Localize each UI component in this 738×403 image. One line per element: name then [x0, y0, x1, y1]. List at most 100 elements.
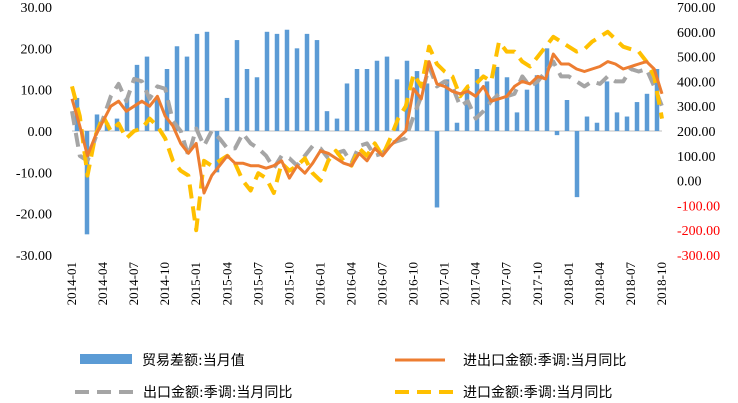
line-import-yoy: [70, 29, 664, 233]
y-right-tick-label: 500.00: [677, 51, 716, 66]
bar-trade-balance: [174, 46, 180, 132]
bar-trade-balance: [344, 83, 350, 131]
y-right-tick-label: 200.00: [677, 125, 716, 140]
x-tick-label: 2017-01: [437, 262, 452, 305]
legend-item-trade-balance: 贸易差额:当月值: [80, 353, 245, 369]
y-left-tick-label: -30.00: [16, 249, 52, 264]
y-right-tick-label: 100.00: [677, 150, 716, 165]
bar-trade-balance: [334, 118, 340, 131]
x-tick-label: 2014-07: [126, 262, 141, 306]
y-left-tick-label: 0.00: [28, 125, 53, 140]
bar-trade-balance: [644, 93, 650, 131]
legend-swatch: [80, 354, 132, 364]
line-export-yoy: [70, 59, 664, 171]
x-tick-label: 2014-01: [64, 262, 79, 305]
x-tick-label: 2017-07: [499, 262, 514, 306]
bar-trade-balance: [554, 131, 560, 136]
ticks-layer: 30.00 20.00 10.00 0.00 -10.00 -20.00 -30.00 700…: [16, 1, 720, 305]
bar-trade-balance: [524, 89, 530, 131]
x-tick-label: 2014-10: [157, 262, 172, 305]
bar-trade-balance: [124, 97, 130, 131]
x-tick-label: 2016-01: [312, 262, 327, 305]
y-right-tick-label: 400.00: [677, 75, 716, 90]
bar-trade-balance: [514, 112, 520, 131]
x-tick-label: 2015-07: [250, 262, 265, 306]
x-tick-label: 2018-01: [561, 262, 576, 305]
x-tick-label: 2015-04: [219, 262, 234, 306]
bar-trade-balance: [584, 116, 590, 131]
bar-trade-balance: [264, 31, 270, 131]
x-tick-label: 2016-10: [406, 262, 421, 305]
y-left-tick-label: 30.00: [21, 1, 53, 16]
y-left-tick-label: 20.00: [21, 42, 53, 57]
lines-layer: [70, 29, 664, 233]
bar-trade-balance: [604, 81, 610, 131]
bar-trade-balance: [444, 79, 450, 131]
bar-trade-balance: [354, 69, 360, 131]
bar-trade-balance: [284, 29, 290, 131]
bar-trade-balance: [434, 131, 440, 208]
legend-label: 进出口金额:季调:当月同比: [463, 353, 626, 369]
bar-trade-balance: [274, 33, 280, 131]
bar-trade-balance: [464, 87, 470, 131]
bar-trade-balance: [244, 69, 250, 131]
y-right-tick-label: 700.00: [677, 1, 716, 16]
bar-trade-balance: [594, 122, 600, 131]
bar-trade-balance: [454, 122, 460, 131]
bar-trade-balance: [414, 71, 420, 131]
bar-trade-balance: [574, 131, 580, 198]
bar-trade-balance: [534, 75, 540, 131]
y-left-tick-label: -10.00: [16, 166, 52, 181]
bar-trade-balance: [194, 33, 200, 131]
bar-trade-balance: [634, 102, 640, 131]
bar-trade-balance: [624, 116, 630, 131]
bar-trade-balance: [614, 112, 620, 131]
x-tick-label: 2018-10: [654, 262, 669, 305]
bar-trade-balance: [394, 79, 400, 131]
y-right-tick-label: -200.00: [677, 224, 720, 239]
bar-trade-balance: [154, 97, 160, 131]
bar-trade-balance: [84, 131, 90, 235]
bars-layer: [74, 29, 660, 235]
x-tick-label: 2017-10: [530, 262, 545, 305]
bar-trade-balance: [364, 69, 370, 131]
legend-label: 出口金额:季调:当月同比: [143, 385, 292, 401]
y-right-tick-label: 300.00: [677, 100, 716, 115]
bar-trade-balance: [304, 33, 310, 131]
bar-trade-balance: [564, 100, 570, 131]
y-left-tick-label: 10.00: [21, 84, 53, 99]
x-tick-label: 2018-07: [623, 262, 638, 306]
x-tick-label: 2015-01: [188, 262, 203, 305]
legend-label: 进口金额:季调:当月同比: [463, 385, 612, 401]
x-tick-label: 2015-10: [281, 262, 296, 305]
bar-trade-balance: [374, 60, 380, 131]
x-tick-label: 2016-07: [375, 262, 390, 306]
bar-trade-balance: [324, 111, 330, 131]
bar-trade-balance: [214, 131, 220, 173]
bar-trade-balance: [254, 77, 260, 131]
bar-trade-balance: [474, 69, 480, 131]
bar-trade-balance: [424, 83, 430, 131]
line-total-yoy: [70, 52, 664, 195]
y-left-tick-label: -20.00: [16, 208, 52, 223]
y-right-tick-label: -100.00: [677, 199, 720, 214]
bar-trade-balance: [314, 40, 320, 131]
bar-trade-balance: [234, 40, 240, 131]
bar-trade-balance: [134, 64, 140, 131]
x-tick-label: 2018-04: [592, 262, 607, 306]
bar-trade-balance: [164, 69, 170, 131]
bar-trade-balance: [384, 56, 390, 131]
x-tick-label: 2017-04: [468, 262, 483, 306]
bar-trade-balance: [204, 31, 210, 131]
y-right-tick-label: 600.00: [677, 26, 716, 41]
bar-trade-balance: [504, 77, 510, 131]
bar-trade-balance: [404, 60, 410, 131]
legend-label: 贸易差额:当月值: [142, 353, 245, 369]
bar-trade-balance: [544, 48, 550, 132]
legend-item-export-yoy: 出口金额:季调:当月同比: [75, 385, 292, 401]
bar-trade-balance: [484, 81, 490, 131]
bar-trade-balance: [184, 56, 190, 131]
legend-item-total-yoy: 进出口金额:季调:当月同比: [395, 353, 626, 369]
